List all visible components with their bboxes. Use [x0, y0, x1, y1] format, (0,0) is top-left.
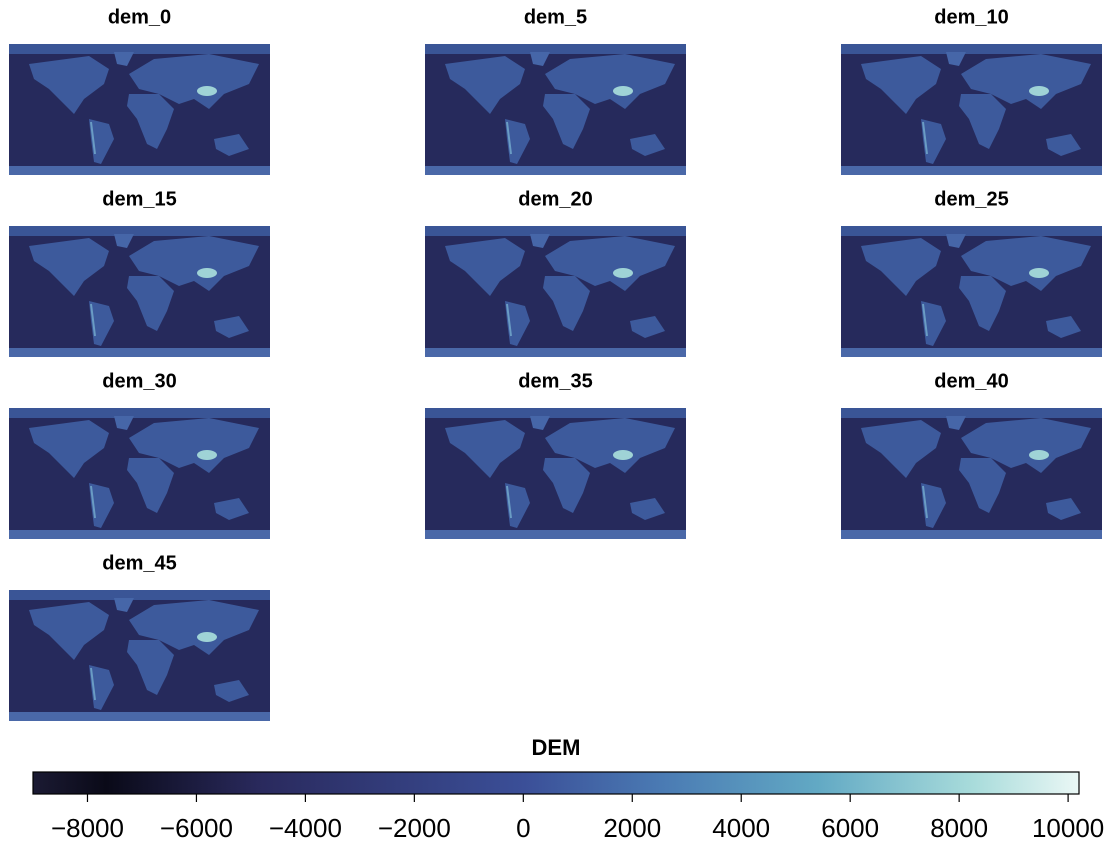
dem-map — [9, 226, 270, 357]
colorbar-tick-label: 10000 — [1032, 813, 1104, 843]
panel-title: dem_5 — [524, 6, 587, 28]
panel-title: dem_20 — [518, 188, 593, 210]
dem-map — [425, 408, 686, 539]
colorbar-title: DEM — [532, 735, 581, 760]
dem-map — [9, 590, 270, 721]
colorbar-tick-label: 2000 — [603, 813, 661, 843]
dem-map — [9, 408, 270, 539]
panel-title: dem_10 — [934, 6, 1009, 28]
panel-title: dem_15 — [102, 188, 177, 210]
panel-title: dem_35 — [518, 370, 593, 392]
colorbar-ramp — [32, 771, 1080, 795]
panel-grid: dem_0 dem_5 dem_10 dem_15 dem_20 dem_25 dem_30… — [9, 6, 1102, 721]
colorbar-tick-label: −6000 — [160, 813, 233, 843]
colorbar-tick-label: 0 — [516, 813, 530, 843]
colorbar: DEM −8000 −6000 −4000 −2000 0 2000 4000 6000 800… — [32, 735, 1104, 843]
colorbar-tick-label: −8000 — [51, 813, 124, 843]
dem-map — [841, 44, 1102, 175]
colorbar-tick-label: −4000 — [269, 813, 342, 843]
panel-title: dem_40 — [934, 370, 1009, 392]
panel-title: dem_30 — [102, 370, 177, 392]
dem-map — [425, 226, 686, 357]
colorbar-tick-label: 8000 — [930, 813, 988, 843]
colorbar-tick-label: −2000 — [378, 813, 451, 843]
dem-map — [841, 408, 1102, 539]
dem-map — [425, 44, 686, 175]
panel-title: dem_45 — [102, 552, 177, 574]
dem-map — [841, 226, 1102, 357]
colorbar-tick-label: 6000 — [821, 813, 879, 843]
panel-title: dem_0 — [108, 6, 171, 28]
colorbar-tick-label: 4000 — [712, 813, 770, 843]
panel-title: dem_25 — [934, 188, 1009, 210]
dem-map — [9, 44, 270, 175]
